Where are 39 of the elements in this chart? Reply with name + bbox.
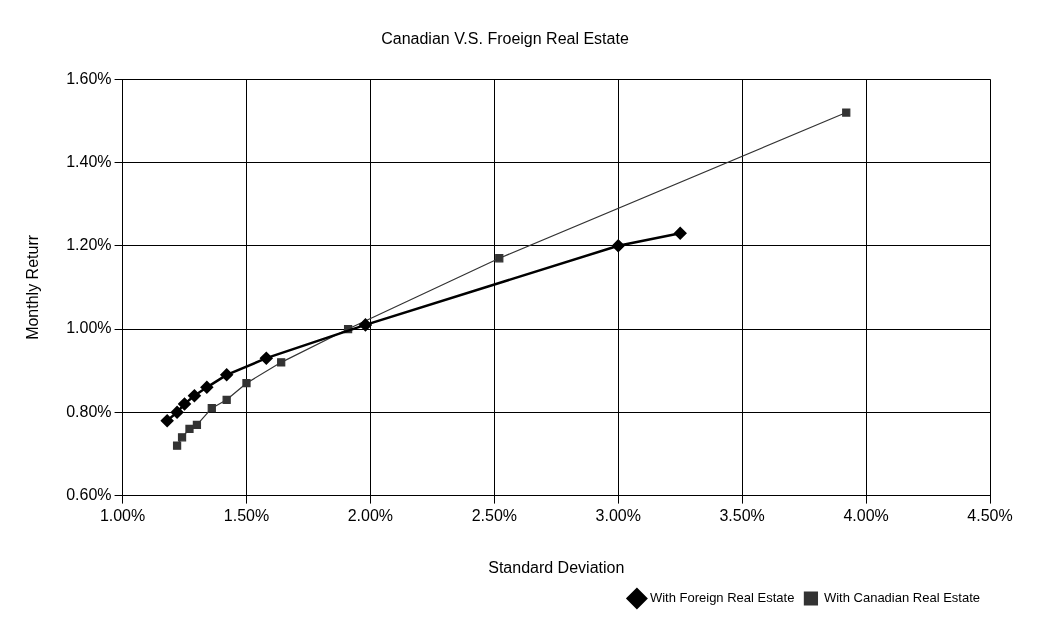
point xyxy=(277,358,286,367)
point xyxy=(185,424,194,434)
y-axis-title: Monthly Returr xyxy=(24,234,42,340)
point xyxy=(177,433,187,442)
legend-label: With Foreign Real Estate xyxy=(649,590,795,606)
point xyxy=(842,108,851,117)
point xyxy=(495,254,504,263)
point xyxy=(178,397,191,411)
point xyxy=(192,420,202,429)
point xyxy=(220,368,233,382)
y-tick-label: 1.20% xyxy=(66,236,112,254)
x-tick-label: 3.00% xyxy=(595,506,641,524)
y-tick-label: 0.60% xyxy=(66,486,112,504)
x-tick-label: 1.00% xyxy=(99,506,146,524)
point xyxy=(172,441,182,450)
point xyxy=(260,351,273,365)
y-tick-label: 1.00% xyxy=(66,319,112,337)
point xyxy=(207,404,216,413)
y-tick-label: 0.80% xyxy=(66,402,112,420)
point xyxy=(673,227,687,240)
point xyxy=(611,239,625,253)
x-tick-label: 2.50% xyxy=(471,506,518,524)
point xyxy=(359,318,372,332)
x-tick-label: 4.00% xyxy=(843,506,889,524)
chart-title: Canadian V.S. Froeign Real Estate xyxy=(381,30,629,48)
point xyxy=(242,379,251,388)
x-tick-label: 1.50% xyxy=(223,506,270,524)
x-axis-title: Standard Deviation xyxy=(488,558,625,576)
x-tick-label: 3.50% xyxy=(719,506,765,524)
point xyxy=(188,389,201,402)
point xyxy=(170,406,184,419)
x-tick-label: 2.00% xyxy=(347,506,394,524)
legend-label: With Canadian Real Estate xyxy=(823,590,981,606)
point xyxy=(222,395,231,404)
y-tick-label: 1.60% xyxy=(66,69,112,87)
x-tick-label: 4.50% xyxy=(967,506,1013,524)
point xyxy=(160,414,174,427)
point xyxy=(200,381,214,394)
y-tick-label: 1.40% xyxy=(66,152,112,170)
